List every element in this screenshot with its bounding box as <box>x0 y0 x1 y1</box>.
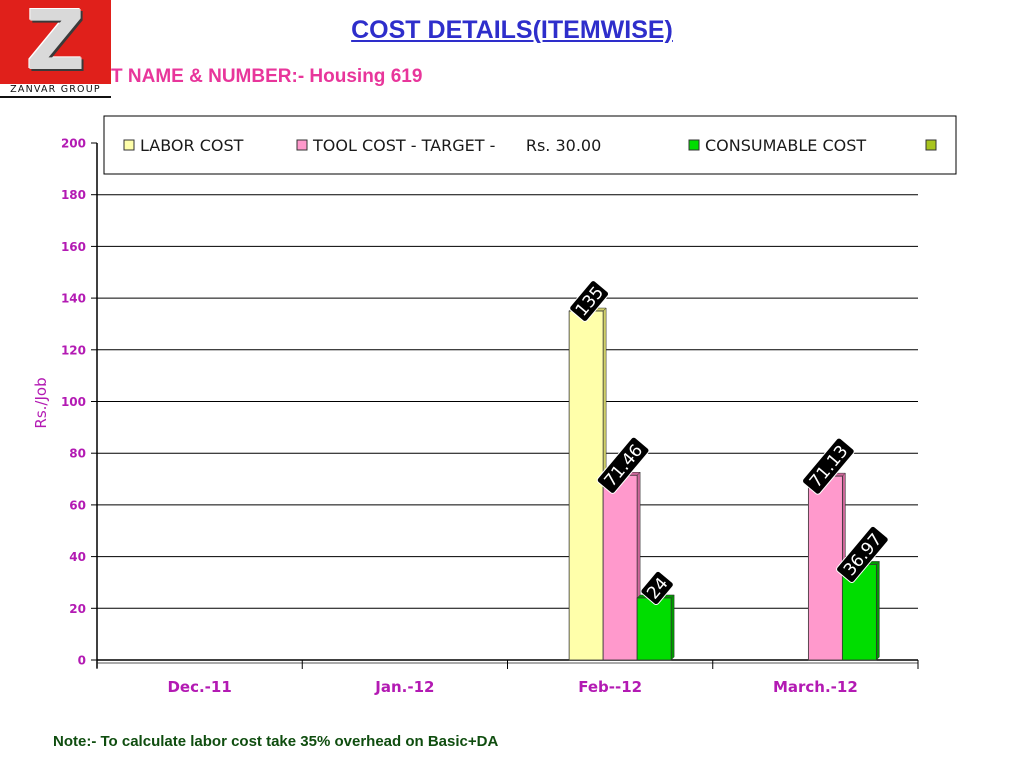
data-label-bg <box>569 280 610 322</box>
legend-swatch <box>925 139 937 151</box>
x-tick-label: March.-12 <box>773 678 858 696</box>
y-tick-label: 80 <box>69 447 86 461</box>
y-tick-label: 200 <box>61 137 86 151</box>
bar <box>568 310 604 661</box>
legend-label: LABOR COST <box>140 136 244 155</box>
y-tick-label: 180 <box>61 188 86 202</box>
footnote: Note:- To calculate labor cost take 35% … <box>53 733 499 750</box>
data-label-bg <box>802 437 855 495</box>
legend-label: TOOL COST - TARGET - Rs. 30.00 <box>312 136 601 155</box>
y-tick-label: 40 <box>69 550 86 564</box>
y-tick-label: 0 <box>78 654 86 668</box>
x-tick-label: Feb--12 <box>578 678 642 696</box>
y-tick-label: 20 <box>69 602 86 616</box>
y-tick-label: 100 <box>61 395 86 409</box>
bar-side <box>670 594 675 661</box>
zanvar-logo: Z ZANVAR GROUP <box>0 0 111 99</box>
data-label-bg <box>640 570 674 606</box>
bar <box>636 597 672 661</box>
y-tick-label: 60 <box>69 498 86 512</box>
x-tick-label: Jan.-12 <box>374 678 434 696</box>
y-tick-label: 160 <box>61 240 86 254</box>
page-subtitle: T NAME & NUMBER:- Housing 619 <box>111 66 423 87</box>
data-label-bg <box>836 525 889 583</box>
legend-swatch <box>688 139 700 151</box>
legend-swatch <box>123 139 135 151</box>
legend-box <box>103 115 957 175</box>
logo-red-box: Z <box>0 0 111 88</box>
x-tick-label: Dec.-11 <box>167 678 231 696</box>
bar <box>602 474 638 661</box>
page-title: COST DETAILS(ITEMWISE) <box>351 16 673 44</box>
y-tick-label: 140 <box>61 292 86 306</box>
y-tick-label: 120 <box>61 343 86 357</box>
logo-text: ZANVAR GROUP <box>0 84 111 98</box>
bar-side <box>876 560 880 661</box>
logo-letter: Z <box>25 0 86 89</box>
data-label-bg <box>596 436 650 494</box>
legend-label: CONSUMABLE COST <box>705 136 866 155</box>
legend-swatch <box>296 139 308 151</box>
